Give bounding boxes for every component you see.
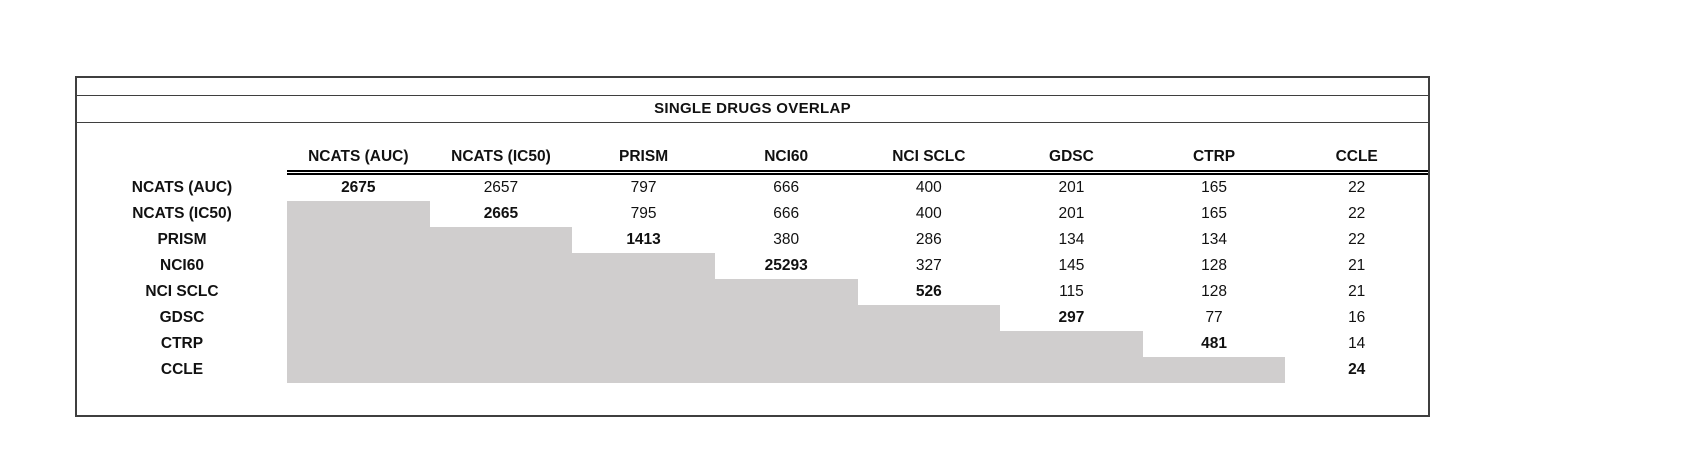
matrix-cell: 327 bbox=[915, 257, 942, 274]
matrix-cell bbox=[429, 331, 573, 357]
matrix-cell: 16 bbox=[1348, 309, 1366, 326]
matrix-row-prism: PRISM 1413 380 286 134 134 22 bbox=[77, 227, 1428, 253]
matrix-cell bbox=[572, 357, 715, 383]
matrix-cell bbox=[429, 279, 573, 305]
row-label-nci-sclc: NCI SCLC bbox=[145, 283, 219, 300]
column-header-nci-sclc: NCI SCLC bbox=[857, 144, 1001, 175]
matrix-cell: 22 bbox=[1348, 205, 1366, 222]
matrix-cell bbox=[429, 227, 573, 253]
matrix-cell: 286 bbox=[915, 231, 942, 248]
matrix-cell: 400 bbox=[915, 205, 942, 222]
matrix-cell bbox=[429, 305, 573, 331]
matrix-header-row: NCATS (AUC) NCATS (IC50) PRISM NCI60 NCI SCL… bbox=[77, 144, 1428, 175]
matrix-cell: 25293 bbox=[764, 257, 808, 274]
matrix-cell bbox=[287, 305, 430, 331]
matrix-row-ncats-auc: NCATS (AUC) 2675 2657 797 666 400 201 165 22 bbox=[77, 175, 1428, 201]
matrix-row-ctrp: CTRP 481 14 bbox=[77, 331, 1428, 357]
matrix-cell: 666 bbox=[773, 205, 800, 222]
matrix-cell bbox=[429, 253, 573, 279]
single-drugs-overlap-table: SINGLE DRUGS OVERLAP NCATS (AUC) NCATS (I… bbox=[75, 76, 1430, 417]
matrix-cell: 380 bbox=[773, 231, 800, 248]
matrix-cell: 666 bbox=[773, 179, 800, 196]
matrix-cell bbox=[572, 253, 715, 279]
matrix-cell: 22 bbox=[1348, 231, 1366, 248]
matrix-cell bbox=[857, 305, 1001, 331]
header-row-label-spacer bbox=[77, 144, 287, 175]
matrix-cell bbox=[287, 331, 430, 357]
matrix-cell: 24 bbox=[1348, 361, 1366, 378]
matrix-cell: 795 bbox=[630, 205, 657, 222]
matrix-cell: 165 bbox=[1201, 205, 1227, 222]
row-label-ctrp: CTRP bbox=[160, 335, 204, 352]
matrix-cell bbox=[857, 357, 1001, 383]
matrix-cell: 128 bbox=[1201, 283, 1227, 300]
matrix-cell: 297 bbox=[1058, 309, 1085, 326]
column-header-nci60: NCI60 bbox=[714, 144, 858, 175]
table-title: SINGLE DRUGS OVERLAP bbox=[654, 100, 851, 117]
matrix-row-gdsc: GDSC 297 77 16 bbox=[77, 305, 1428, 331]
row-label-ncats-auc: NCATS (AUC) bbox=[131, 179, 233, 196]
matrix-cell: 2675 bbox=[341, 179, 376, 196]
matrix-cell bbox=[714, 305, 858, 331]
matrix-cell: 165 bbox=[1201, 179, 1227, 196]
matrix-cell bbox=[714, 357, 858, 383]
matrix-cell: 526 bbox=[915, 283, 942, 300]
matrix-cell: 201 bbox=[1058, 179, 1085, 196]
row-label-gdsc: GDSC bbox=[159, 309, 205, 326]
column-header-ccle: CCLE bbox=[1285, 144, 1428, 175]
matrix-cell bbox=[572, 331, 715, 357]
matrix-cell bbox=[1000, 357, 1143, 383]
matrix-cell bbox=[287, 253, 430, 279]
column-header-gdsc: GDSC bbox=[1000, 144, 1143, 175]
matrix-cell bbox=[287, 357, 430, 383]
matrix-body: NCATS (AUC) 2675 2657 797 666 400 201 165 22 NCAT… bbox=[77, 175, 1428, 383]
column-header-ncats-ic50: NCATS (IC50) bbox=[429, 144, 573, 175]
matrix-cell: 1413 bbox=[626, 231, 661, 248]
matrix-cell: 128 bbox=[1201, 257, 1227, 274]
matrix-cell: 134 bbox=[1058, 231, 1085, 248]
row-label-ncats-ic50: NCATS (IC50) bbox=[132, 205, 232, 222]
matrix-row-ccle: CCLE 24 bbox=[77, 357, 1428, 383]
column-header-ncats-auc: NCATS (AUC) bbox=[287, 144, 430, 175]
row-label-prism: PRISM bbox=[157, 231, 207, 248]
matrix-cell: 2665 bbox=[483, 205, 519, 222]
matrix-cell bbox=[857, 331, 1001, 357]
column-header-ctrp: CTRP bbox=[1142, 144, 1286, 175]
overlap-matrix: NCATS (AUC) NCATS (IC50) PRISM NCI60 NCI SCL… bbox=[77, 123, 1428, 383]
matrix-row-nci-sclc: NCI SCLC 526 115 128 21 bbox=[77, 279, 1428, 305]
matrix-cell: 14 bbox=[1348, 335, 1366, 352]
matrix-cell: 22 bbox=[1348, 179, 1366, 196]
matrix-cell: 115 bbox=[1059, 283, 1084, 300]
matrix-cell bbox=[714, 279, 858, 305]
matrix-cell bbox=[1000, 331, 1143, 357]
matrix-cell: 201 bbox=[1058, 205, 1085, 222]
matrix-cell: 145 bbox=[1058, 257, 1085, 274]
matrix-cell bbox=[572, 279, 715, 305]
matrix-cell bbox=[287, 227, 430, 253]
matrix-cell bbox=[1142, 357, 1286, 383]
matrix-cell bbox=[429, 357, 573, 383]
row-label-nci60: NCI60 bbox=[160, 257, 204, 274]
matrix-cell: 21 bbox=[1348, 257, 1366, 274]
row-label-ccle: CCLE bbox=[160, 361, 204, 378]
matrix-cell: 77 bbox=[1205, 309, 1223, 326]
matrix-cell: 21 bbox=[1348, 283, 1366, 300]
matrix-row-ncats-ic50: NCATS (IC50) 2665 795 666 400 201 165 22 bbox=[77, 201, 1428, 227]
matrix-cell bbox=[714, 331, 858, 357]
matrix-cell: 797 bbox=[630, 179, 657, 196]
matrix-cell bbox=[287, 279, 430, 305]
matrix-cell: 134 bbox=[1201, 231, 1227, 248]
matrix-cell bbox=[287, 201, 430, 227]
table-top-spacer-row bbox=[77, 78, 1428, 96]
matrix-cell: 400 bbox=[915, 179, 942, 196]
table-title-row: SINGLE DRUGS OVERLAP bbox=[77, 96, 1428, 123]
matrix-cell bbox=[572, 305, 715, 331]
matrix-row-nci60: NCI60 25293 327 145 128 21 bbox=[77, 253, 1428, 279]
column-header-prism: PRISM bbox=[572, 144, 715, 175]
matrix-cell: 2657 bbox=[483, 179, 519, 196]
matrix-cell: 481 bbox=[1201, 335, 1227, 352]
